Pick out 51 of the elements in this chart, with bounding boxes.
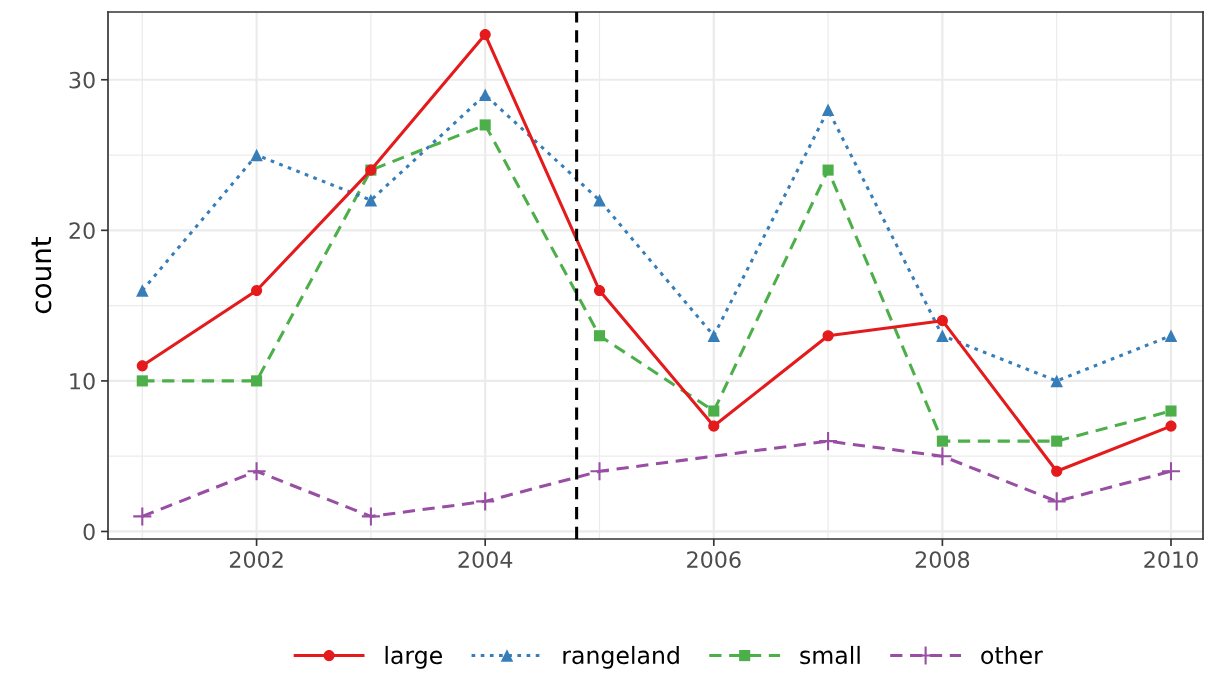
point — [1050, 374, 1063, 388]
y-tick-label: 20 — [69, 222, 95, 240]
point — [822, 330, 834, 342]
y-tick-label: 30 — [69, 71, 95, 89]
x-tick-label: 2010 — [1144, 551, 1198, 569]
point — [136, 360, 148, 372]
point — [932, 446, 953, 467]
y-tick-label: 0 — [83, 523, 95, 541]
point — [136, 375, 148, 387]
point — [821, 103, 835, 117]
x-tick-label: 2002 — [229, 551, 283, 569]
point — [250, 148, 263, 162]
point — [364, 193, 378, 207]
x-tick-label: 2006 — [687, 551, 741, 569]
point — [936, 329, 949, 342]
point — [593, 330, 606, 342]
point — [708, 420, 720, 432]
point — [251, 375, 263, 387]
point — [593, 193, 606, 207]
legend-label: other — [981, 645, 1043, 665]
point — [822, 164, 834, 176]
point — [936, 315, 948, 327]
x-tick-label: 2004 — [458, 551, 513, 569]
legend-label: rangeland — [563, 645, 679, 669]
point — [708, 405, 720, 417]
legend-label: small — [800, 645, 860, 665]
point — [1165, 420, 1177, 432]
point — [1165, 405, 1177, 417]
y-tick-label: 10 — [70, 372, 95, 390]
point — [936, 435, 948, 447]
point — [475, 491, 496, 512]
point — [593, 285, 606, 297]
point — [1164, 329, 1178, 342]
point — [136, 284, 149, 297]
point — [1046, 491, 1067, 512]
point — [246, 461, 267, 482]
point — [251, 285, 263, 297]
point — [478, 88, 492, 102]
point — [1160, 461, 1182, 482]
point — [818, 431, 839, 452]
point — [479, 119, 491, 131]
y-axis-title: count — [31, 236, 52, 314]
point — [360, 506, 381, 527]
point — [707, 329, 721, 342]
point — [132, 506, 153, 527]
point — [589, 461, 610, 482]
x-tick-label: 2008 — [915, 551, 970, 569]
point — [1051, 465, 1063, 477]
point — [1051, 435, 1063, 447]
legend-label: large — [385, 645, 442, 669]
point — [479, 29, 491, 41]
